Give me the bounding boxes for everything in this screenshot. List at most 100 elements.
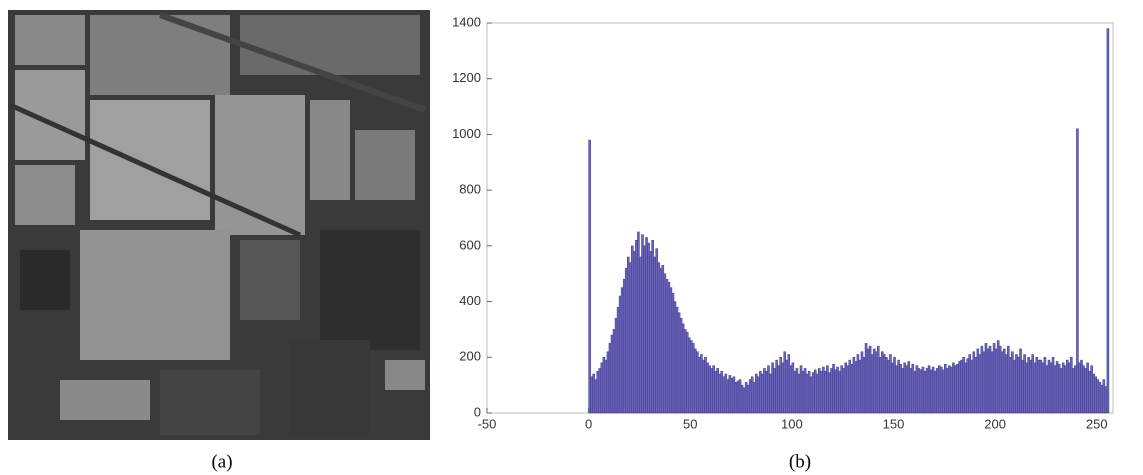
bar bbox=[980, 345, 984, 414]
bar bbox=[984, 343, 988, 414]
bar bbox=[1057, 364, 1061, 414]
bar bbox=[974, 357, 978, 414]
bar bbox=[643, 245, 646, 414]
bar bbox=[698, 357, 701, 414]
x-tick-label: 150 bbox=[883, 416, 905, 431]
bar bbox=[606, 351, 610, 414]
bar bbox=[1078, 362, 1081, 414]
bar bbox=[818, 368, 821, 414]
bar bbox=[1037, 359, 1041, 414]
bar bbox=[1084, 368, 1087, 414]
bar bbox=[811, 372, 815, 414]
bar bbox=[820, 370, 823, 414]
bar bbox=[669, 287, 673, 414]
bar bbox=[803, 368, 807, 414]
y-tick-label: 1000 bbox=[452, 126, 481, 141]
bar bbox=[633, 251, 636, 414]
bar bbox=[673, 301, 677, 414]
bar bbox=[641, 234, 644, 414]
bar bbox=[730, 377, 734, 414]
bar bbox=[846, 365, 850, 414]
bar bbox=[1025, 362, 1028, 414]
bar bbox=[868, 345, 872, 414]
bar bbox=[1072, 368, 1075, 414]
bar bbox=[734, 382, 738, 414]
bar bbox=[844, 362, 847, 414]
bar bbox=[816, 373, 819, 414]
bar bbox=[1007, 345, 1010, 414]
bar bbox=[1002, 348, 1006, 414]
bar bbox=[679, 318, 683, 414]
bar bbox=[795, 368, 799, 414]
bar bbox=[1068, 362, 1071, 414]
bar bbox=[1094, 376, 1097, 414]
bar bbox=[813, 369, 817, 414]
bar bbox=[885, 357, 888, 414]
bar bbox=[708, 365, 711, 414]
bar bbox=[901, 368, 904, 414]
caption: (b) bbox=[789, 451, 811, 472]
bar bbox=[891, 362, 894, 414]
bar bbox=[1080, 359, 1083, 414]
bar bbox=[677, 312, 681, 414]
bar bbox=[1005, 354, 1008, 414]
y-tick-label: 1400 bbox=[452, 14, 481, 29]
bar bbox=[944, 364, 947, 414]
bar bbox=[870, 354, 874, 414]
bar bbox=[612, 329, 616, 414]
bar bbox=[832, 364, 835, 414]
bar bbox=[962, 357, 965, 414]
bar bbox=[915, 365, 919, 414]
bar bbox=[1063, 365, 1067, 414]
bar bbox=[1100, 384, 1104, 414]
bar bbox=[785, 359, 789, 414]
bar bbox=[864, 343, 868, 414]
bar bbox=[960, 359, 963, 414]
bar bbox=[1033, 362, 1037, 414]
bar bbox=[933, 370, 937, 414]
bar bbox=[1090, 365, 1093, 414]
bar bbox=[927, 365, 931, 414]
bar bbox=[604, 359, 608, 414]
bar bbox=[1082, 365, 1085, 414]
bar bbox=[791, 362, 795, 414]
bar bbox=[1023, 354, 1026, 414]
bar bbox=[1106, 28, 1110, 414]
bar bbox=[952, 362, 955, 414]
bar bbox=[964, 362, 967, 414]
bar bbox=[822, 366, 825, 414]
bar bbox=[881, 351, 884, 414]
bar bbox=[828, 372, 831, 414]
bar bbox=[911, 364, 915, 414]
bar bbox=[626, 256, 630, 414]
bar bbox=[826, 365, 829, 414]
bar bbox=[661, 265, 665, 414]
bar bbox=[624, 267, 628, 414]
bar bbox=[956, 364, 959, 414]
bar bbox=[736, 380, 740, 414]
bar bbox=[992, 343, 996, 414]
bar bbox=[1035, 357, 1039, 414]
bar bbox=[909, 368, 913, 414]
bar bbox=[631, 245, 634, 414]
bar bbox=[842, 368, 845, 414]
bar bbox=[696, 351, 699, 414]
y-tick-label: 1200 bbox=[452, 70, 481, 85]
bar bbox=[807, 370, 811, 414]
x-tick-label: 50 bbox=[683, 416, 697, 431]
bar bbox=[1041, 362, 1045, 414]
bar bbox=[702, 359, 705, 414]
bar bbox=[840, 365, 843, 414]
bar bbox=[710, 368, 713, 414]
bar bbox=[675, 306, 679, 414]
bar bbox=[990, 351, 994, 414]
bar bbox=[1096, 379, 1100, 414]
bar bbox=[923, 370, 927, 414]
bar bbox=[946, 368, 949, 414]
bar bbox=[858, 359, 862, 414]
bar bbox=[651, 240, 654, 414]
bar bbox=[925, 368, 929, 414]
bar bbox=[929, 369, 933, 414]
